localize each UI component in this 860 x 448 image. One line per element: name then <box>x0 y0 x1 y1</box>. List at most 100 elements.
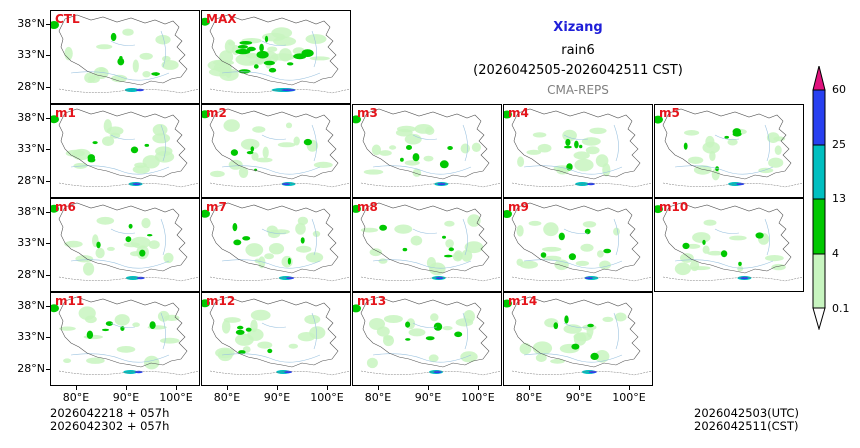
lat-tick-mark <box>46 87 50 88</box>
rain-area-moderate <box>400 157 404 162</box>
colorbar-label-25: 25 <box>832 138 846 151</box>
rain-area-light <box>305 252 324 263</box>
rain-area-light <box>258 256 266 269</box>
rain-area-light <box>245 243 264 257</box>
rivers <box>221 30 321 81</box>
rain-area-light <box>412 168 422 177</box>
rain-area-edge <box>51 115 59 124</box>
rain-area-light <box>240 138 260 150</box>
map-canvas <box>51 296 199 376</box>
rain-area-moderate <box>587 323 594 328</box>
map-panel-m11: m11 <box>50 292 200 386</box>
member-label: m7 <box>206 200 227 214</box>
footer-valid-utc: 2026042503(UTC) <box>694 406 799 420</box>
rain-area-moderate <box>402 247 408 252</box>
rain-area-moderate <box>755 232 764 239</box>
rain-area-light <box>771 263 786 271</box>
colorbar-label-13: 13 <box>832 192 846 205</box>
rain-area-light <box>64 46 73 61</box>
member-label: MAX <box>206 12 237 26</box>
region-boundary <box>360 108 490 180</box>
rain-area-intense <box>136 276 145 280</box>
rain-area-moderate <box>87 157 96 163</box>
lat-tick-label: 38°N <box>17 111 45 124</box>
region-boundary <box>58 296 188 368</box>
rain-area-moderate <box>125 236 132 243</box>
map-panel-m7: m7 <box>201 198 351 292</box>
rain-area-light <box>224 39 235 54</box>
rivers <box>221 124 321 175</box>
map-title-region: Xizang <box>553 20 603 35</box>
lon-tick-mark <box>277 386 278 390</box>
rain-area-light <box>86 357 105 364</box>
rain-area-light <box>444 220 455 227</box>
national-border <box>58 182 199 188</box>
member-label: m8 <box>357 200 378 214</box>
rain-area-light <box>460 143 470 154</box>
rain-area-moderate <box>442 235 446 239</box>
rain-area-light <box>221 320 231 334</box>
rain-area-light <box>309 56 330 61</box>
rain-area-light <box>163 252 174 264</box>
rain-area-light <box>139 52 153 60</box>
rain-area-light <box>95 247 105 259</box>
region-boundary <box>209 202 339 274</box>
colorbar-bin-25-60 <box>812 89 826 146</box>
rain-area-light <box>737 265 744 272</box>
member-label: m9 <box>508 200 529 214</box>
map-canvas <box>202 14 350 94</box>
rain-area-moderate <box>293 53 307 60</box>
rain-area-heavy <box>125 276 140 280</box>
rain-area-light <box>141 217 151 229</box>
map-canvas <box>51 202 199 282</box>
rain-area-light <box>599 260 611 270</box>
map-canvas <box>353 108 501 188</box>
rain-area-light <box>363 169 384 175</box>
rain-area-moderate <box>149 321 156 329</box>
rain-area-light <box>219 50 234 64</box>
rain-area-edge <box>353 304 361 313</box>
rain-area-light <box>535 353 547 362</box>
rain-area-moderate <box>235 329 245 335</box>
rain-area-light <box>142 155 160 169</box>
rain-area-edge <box>504 299 512 308</box>
rain-area-light <box>614 312 627 322</box>
map-title-source: CMA-REPS <box>547 83 609 97</box>
lon-tick-label: 100°E <box>310 391 344 404</box>
rain-area-moderate <box>571 343 580 350</box>
map-panel-m6: m6 <box>50 198 200 292</box>
rain-area-edge <box>202 299 210 308</box>
map-panel-m9: m9 <box>503 198 653 292</box>
rain-area-light <box>313 161 333 168</box>
rain-area-intense <box>740 276 749 280</box>
map-panel-m10: m10 <box>654 198 804 292</box>
lon-tick-mark <box>227 386 228 390</box>
rain-area-moderate <box>603 248 612 254</box>
rain-area-moderate <box>720 250 728 258</box>
lon-tick-mark <box>579 386 580 390</box>
national-border <box>662 182 803 188</box>
national-border <box>360 182 501 188</box>
region-boundary <box>209 296 339 368</box>
rain-area-light <box>75 255 94 263</box>
rain-area-moderate <box>128 223 133 229</box>
rain-area-light <box>452 251 463 262</box>
rain-area-moderate <box>245 327 252 332</box>
rain-area-light <box>157 310 170 322</box>
rain-area-light <box>293 136 300 146</box>
rain-area-light <box>423 155 434 162</box>
map-panel-m13: m13 <box>352 292 502 386</box>
rivers <box>523 124 623 175</box>
region-boundary <box>662 108 792 180</box>
rain-area-light <box>379 150 392 156</box>
lat-tick-mark <box>46 337 50 338</box>
rivers <box>372 218 472 269</box>
rain-area-intense <box>135 88 144 92</box>
rain-area-light <box>543 222 559 237</box>
national-border <box>662 276 803 282</box>
lon-tick-mark <box>478 386 479 390</box>
rain-area-light <box>273 36 297 46</box>
rain-area-moderate <box>287 257 291 265</box>
region-boundary <box>58 202 188 274</box>
rain-area-light <box>296 245 312 253</box>
